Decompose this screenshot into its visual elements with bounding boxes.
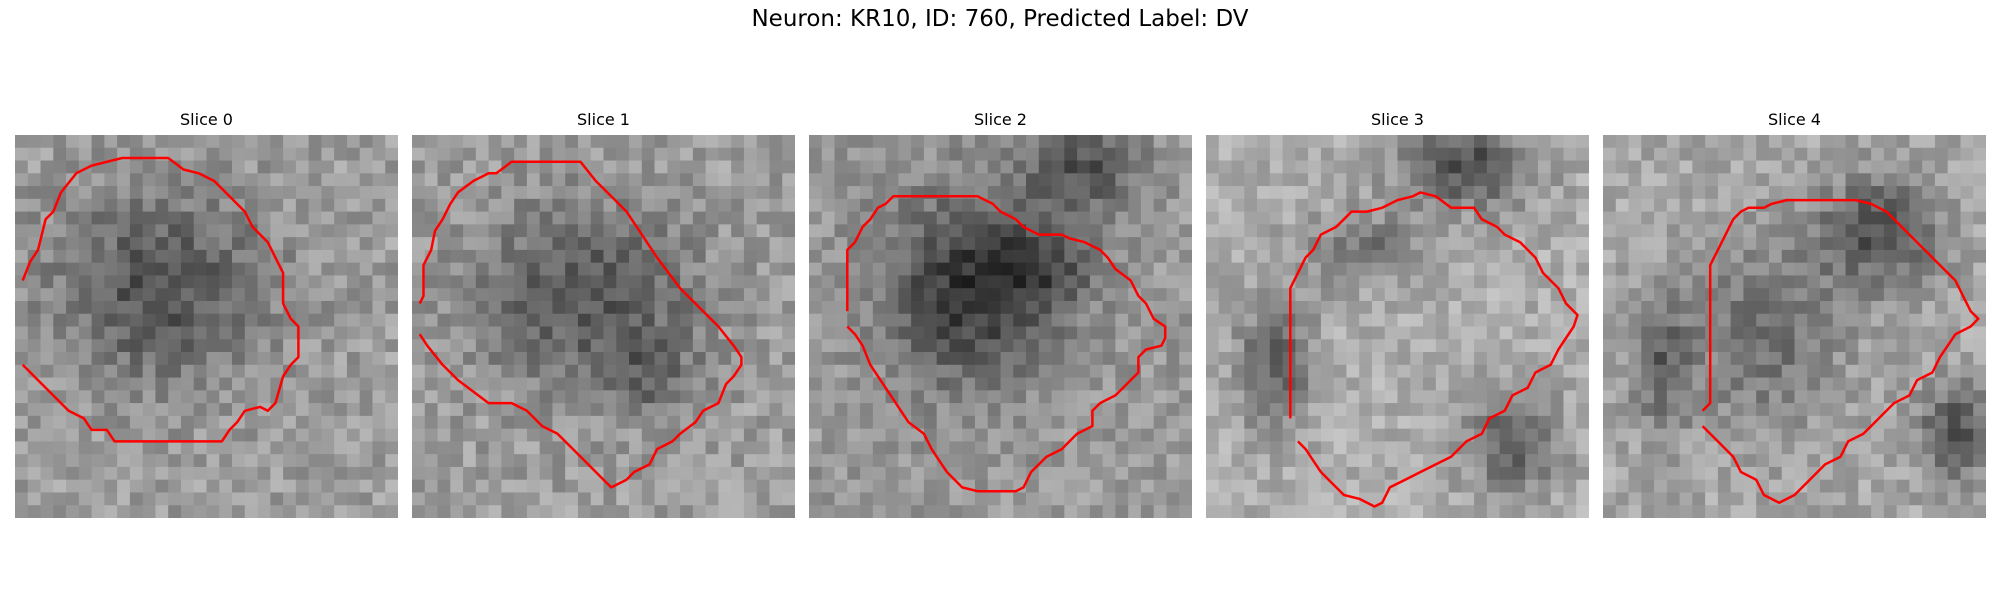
neuron-contour xyxy=(1289,191,1579,508)
slice-pixels xyxy=(15,135,398,518)
slice-pixels xyxy=(1603,135,1986,518)
neuron-contour xyxy=(418,160,743,489)
slice-panel-3: Slice 3 xyxy=(1206,108,1589,518)
slice-panel-2: Slice 2 xyxy=(809,108,1192,518)
figure-title: Neuron: KR10, ID: 760, Predicted Label: … xyxy=(751,6,1249,32)
slice-title: Slice 1 xyxy=(577,110,630,129)
slice-image xyxy=(412,135,795,518)
slice-panel-1: Slice 1 xyxy=(412,108,795,518)
slice-image xyxy=(1206,135,1589,518)
slice-image xyxy=(15,135,398,518)
slice-panel-0: Slice 0 xyxy=(15,108,398,518)
neuron-contour xyxy=(846,195,1167,493)
slice-image xyxy=(809,135,1192,518)
slice-image xyxy=(1603,135,1986,518)
neuron-contour xyxy=(1701,198,1980,504)
slice-panel-4: Slice 4 xyxy=(1603,108,1986,518)
slice-title: Slice 4 xyxy=(1768,110,1821,129)
neuron-contour xyxy=(21,156,300,443)
slice-pixels xyxy=(809,135,1192,518)
slice-pixels xyxy=(412,135,795,518)
slice-title: Slice 3 xyxy=(1371,110,1424,129)
slice-title: Slice 0 xyxy=(180,110,233,129)
slice-pixels xyxy=(1206,135,1589,518)
slice-title: Slice 2 xyxy=(974,110,1027,129)
